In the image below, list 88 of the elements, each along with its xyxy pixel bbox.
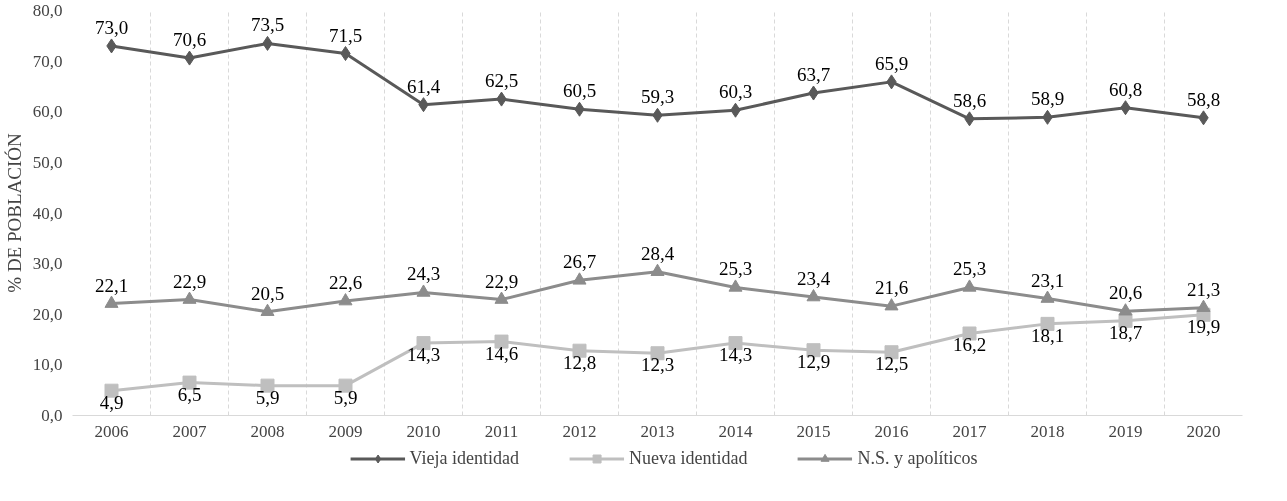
point xyxy=(338,293,353,306)
data-label: 58,6 xyxy=(952,89,987,111)
y-tick-label: 70,0 xyxy=(32,51,63,71)
data-label: 23,1 xyxy=(1030,269,1065,291)
data-label: 5,9 xyxy=(333,386,358,408)
data-label: 22,9 xyxy=(172,270,207,292)
data-label: 5,9 xyxy=(255,386,280,408)
point xyxy=(1196,299,1211,312)
y-tick-label: 10,0 xyxy=(32,355,63,375)
data-label: 70,6 xyxy=(172,29,207,51)
legend-label: Vieja identidad xyxy=(409,447,519,469)
y-tick-label: 40,0 xyxy=(32,203,63,223)
point xyxy=(962,279,977,292)
point xyxy=(806,289,821,302)
x-tick-label: 2019 xyxy=(1108,421,1143,441)
data-label: 22,9 xyxy=(484,270,519,292)
data-label: 14,6 xyxy=(484,342,519,364)
legend-label: Nueva identidad xyxy=(628,447,748,469)
data-label: 71,5 xyxy=(328,24,363,46)
data-label: 12,8 xyxy=(562,351,597,373)
data-label: 12,3 xyxy=(640,354,675,376)
x-tick-label: 2009 xyxy=(328,421,363,441)
x-tick-label: 2020 xyxy=(1186,421,1221,441)
x-tick-label: 2016 xyxy=(874,421,909,441)
data-label: 58,9 xyxy=(1030,88,1065,110)
point xyxy=(104,295,119,308)
data-label: 12,5 xyxy=(874,353,909,375)
data-label: 22,1 xyxy=(94,274,129,296)
x-tick-label: 2011 xyxy=(484,421,519,441)
point xyxy=(260,303,275,316)
data-label: 21,3 xyxy=(1186,278,1221,300)
point xyxy=(182,291,197,304)
y-tick-label: 80,0 xyxy=(32,1,63,20)
y-tick-label: 20,0 xyxy=(32,304,63,324)
data-label: 16,2 xyxy=(952,334,987,356)
data-label: 26,7 xyxy=(562,251,597,273)
data-label: 60,5 xyxy=(562,80,597,102)
x-tick-label: 2010 xyxy=(406,421,441,441)
data-label: 18,1 xyxy=(1030,324,1065,346)
y-tick-label: 0,0 xyxy=(41,406,63,425)
point xyxy=(494,291,509,304)
data-label: 58,8 xyxy=(1186,88,1221,110)
legend-label: N.S. y apolíticos xyxy=(857,447,978,469)
data-label: 14,3 xyxy=(718,344,753,366)
x-tick-label: 2012 xyxy=(562,421,597,441)
y-tick-label: 50,0 xyxy=(32,152,63,172)
y-tick-label: 30,0 xyxy=(32,254,63,274)
data-label: 60,3 xyxy=(718,81,753,103)
data-label: 63,7 xyxy=(796,64,831,86)
data-label: 25,3 xyxy=(718,258,753,280)
point xyxy=(1118,303,1133,316)
data-label: 25,3 xyxy=(952,258,987,280)
data-label: 73,0 xyxy=(94,16,129,38)
x-tick-label: 2017 xyxy=(952,421,987,441)
x-tick-label: 2007 xyxy=(172,421,207,441)
data-label: 20,6 xyxy=(1108,282,1143,304)
point xyxy=(416,284,431,297)
y-tick-label: 60,0 xyxy=(32,102,63,122)
x-tick-label: 2006 xyxy=(94,421,129,441)
point xyxy=(1040,290,1055,303)
data-label: 21,6 xyxy=(874,277,909,299)
data-label: 23,4 xyxy=(796,268,831,290)
data-label: 20,5 xyxy=(250,282,285,304)
data-label: 62,5 xyxy=(484,70,519,92)
data-label: 28,4 xyxy=(640,242,675,264)
data-label: 60,8 xyxy=(1108,78,1143,100)
data-label: 14,3 xyxy=(406,344,441,366)
data-label: 18,7 xyxy=(1108,321,1143,343)
data-label: 73,5 xyxy=(250,14,285,36)
point xyxy=(650,263,665,276)
data-label: 61,4 xyxy=(406,75,441,97)
data-label: 6,5 xyxy=(177,383,202,405)
x-tick-label: 2015 xyxy=(796,421,831,441)
x-tick-label: 2014 xyxy=(718,421,753,441)
data-label: 19,9 xyxy=(1186,315,1221,337)
data-label: 65,9 xyxy=(874,52,909,74)
point xyxy=(572,272,587,285)
data-label: 4,9 xyxy=(99,391,124,413)
x-tick-label: 2008 xyxy=(250,421,285,441)
data-label: 12,9 xyxy=(796,351,831,373)
data-label: 22,6 xyxy=(328,272,363,294)
x-tick-label: 2018 xyxy=(1030,421,1065,441)
x-tick-label: 2013 xyxy=(640,421,675,441)
y-axis-title: % DE POBLACIÓN xyxy=(3,133,25,293)
data-label: 24,3 xyxy=(406,263,441,285)
point xyxy=(884,298,899,311)
data-label: 59,3 xyxy=(640,86,675,108)
point xyxy=(728,279,743,292)
